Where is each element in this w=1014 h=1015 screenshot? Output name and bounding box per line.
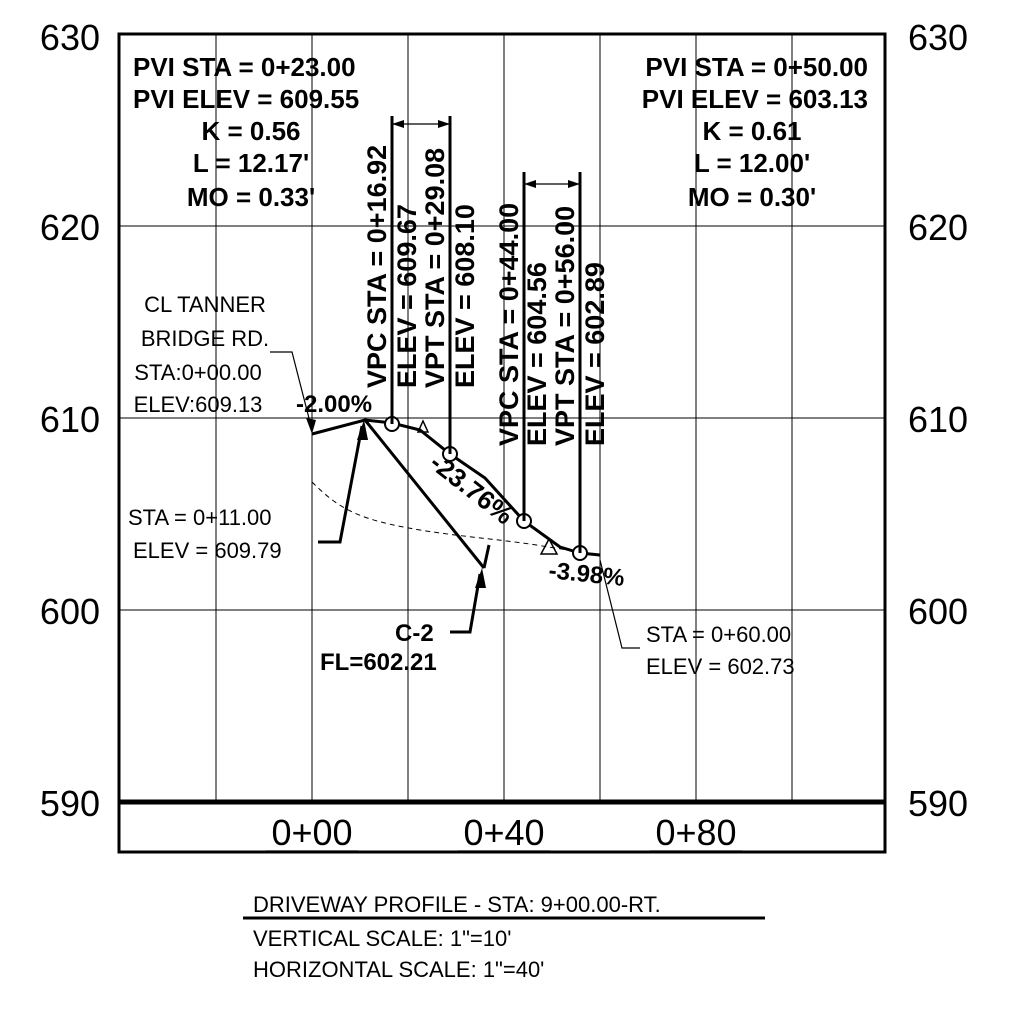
high-point-sta: STA = 0+11.00 — [128, 505, 272, 530]
station-axis: 0+00 0+40 0+80 — [266, 812, 742, 853]
end-point-note: STA = 0+60.00 ELEV = 602.73 — [599, 559, 795, 679]
drawing-caption: DRIVEWAY PROFILE - STA: 9+00.00-RT. VERT… — [243, 892, 765, 982]
curve1-vpc-elev: ELEV = 609.67 — [392, 204, 422, 388]
curve1-vpt-sta: VPT STA = 0+29.08 — [420, 148, 450, 388]
start-point-sta: STA:0+00.00 — [134, 360, 261, 385]
end-point-sta: STA = 0+60.00 — [646, 622, 791, 647]
high-point-elev: ELEV = 609.79 — [133, 538, 282, 563]
curve1-vpc-sta: VPC STA = 0+16.92 — [362, 145, 392, 388]
curve2-vpc-elev: ELEV = 604.56 — [522, 262, 552, 446]
elev-label-630-right: 630 — [908, 17, 968, 58]
station-label-0+40: 0+40 — [463, 812, 544, 853]
caption-horizontal-scale: HORIZONTAL SCALE: 1"=40' — [253, 957, 544, 982]
curve2-dimension — [522, 172, 582, 553]
pvi-right-sta: PVI STA = 0+50.00 — [645, 52, 868, 82]
pvi-right-block: PVI STA = 0+50.00 PVI ELEV = 603.13 K = … — [642, 52, 868, 212]
caption-vertical-scale: VERTICAL SCALE: 1"=10' — [253, 926, 511, 951]
elev-label-630-left: 630 — [40, 17, 100, 58]
grade-label-3: -3.98% — [547, 557, 625, 592]
start-point-name-1: CL TANNER — [144, 292, 266, 317]
pvi-left-sta: PVI STA = 0+23.00 — [133, 52, 356, 82]
grade-label-1: -2.00% — [296, 391, 372, 418]
profile-grid — [119, 34, 885, 802]
station-label-0+80: 0+80 — [655, 812, 736, 853]
elev-label-610-right: 610 — [908, 399, 968, 440]
pvi-left-mo: MO = 0.33' — [187, 182, 315, 212]
culvert-id: C-2 — [395, 620, 434, 647]
pvi-right-length: L = 12.00' — [694, 148, 810, 178]
pvi-marker-2 — [539, 537, 559, 555]
culvert-note: C-2 FL=602.21 — [320, 568, 486, 676]
end-point-elev: ELEV = 602.73 — [646, 654, 795, 679]
pvi-left-length: L = 12.17' — [193, 148, 309, 178]
curve2-vpt-sta: VPT STA = 0+56.00 — [550, 206, 580, 446]
start-point-name-2: BRIDGE RD. — [141, 326, 269, 351]
proposed-profile — [311, 418, 601, 569]
elev-label-610-left: 610 — [40, 399, 100, 440]
elev-label-620-right: 620 — [908, 207, 968, 248]
high-point-note: STA = 0+11.00 ELEV = 609.79 — [128, 420, 368, 563]
caption-title: DRIVEWAY PROFILE - STA: 9+00.00-RT. — [253, 892, 661, 917]
curve2-vpc-sta: VPC STA = 0+44.00 — [494, 203, 524, 446]
elev-label-620-left: 620 — [40, 207, 100, 248]
curve1-dimension — [390, 116, 452, 454]
start-point-elev: ELEV:609.13 — [134, 392, 263, 417]
existing-ground-line — [311, 481, 601, 557]
start-point-note: CL TANNER BRIDGE RD. STA:0+00.00 ELEV:60… — [134, 292, 316, 434]
elev-label-590-left: 590 — [40, 783, 100, 824]
pvi-left-elev: PVI ELEV = 609.55 — [133, 84, 359, 114]
grade-label-2: -23.76% — [424, 447, 519, 530]
pvi-marker-1 — [416, 419, 430, 433]
pvi-right-elev: PVI ELEV = 603.13 — [642, 84, 868, 114]
pvi-left-block: PVI STA = 0+23.00 PVI ELEV = 609.55 K = … — [133, 52, 359, 212]
elev-label-600-left: 600 — [40, 591, 100, 632]
elev-label-590-right: 590 — [908, 783, 968, 824]
curve2-vpt-elev: ELEV = 602.89 — [580, 262, 610, 446]
elev-label-600-right: 600 — [908, 591, 968, 632]
culvert-flowline: FL=602.21 — [320, 649, 437, 676]
pvi-left-k: K = 0.56 — [201, 116, 300, 146]
pvi-right-k: K = 0.61 — [702, 116, 801, 146]
elevation-axis-right: 630 620 610 600 590 — [908, 17, 968, 824]
station-label-0+00: 0+00 — [271, 812, 352, 853]
curve1-vpt-elev: ELEV = 608.10 — [450, 204, 480, 388]
pvi-right-mo: MO = 0.30' — [688, 182, 816, 212]
elevation-axis-left: 630 620 610 600 590 — [40, 17, 100, 824]
profile-frame — [117, 32, 887, 854]
